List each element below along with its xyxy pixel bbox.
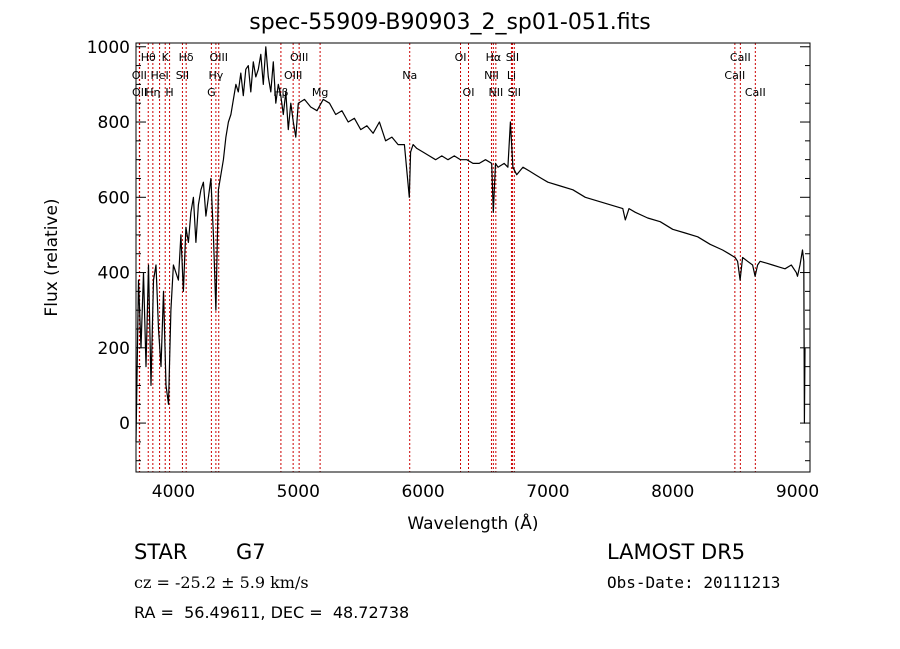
x-tick-label: 4000 — [152, 482, 195, 502]
marker-label: OIII — [290, 51, 308, 64]
marker-label: SII — [506, 51, 519, 64]
marker-label: Mg — [312, 86, 328, 99]
x-tick-label: 8000 — [651, 482, 694, 502]
marker-label: OI — [455, 51, 467, 64]
marker-label: G — [207, 86, 216, 99]
marker-label: CaII — [745, 86, 766, 99]
plot-frame — [135, 42, 811, 473]
marker-label: Hη — [145, 86, 160, 99]
observation-date: Obs-Date: 20111213 — [607, 573, 781, 592]
marker-label: NII — [484, 69, 499, 82]
marker-label: SII — [176, 69, 189, 82]
marker-label: Hδ — [179, 51, 194, 64]
x-tick-label: 5000 — [277, 482, 320, 502]
x-axis-label: Wavelength (Å) — [407, 512, 538, 534]
y-tick-label: 800 — [98, 113, 130, 133]
marker-label: H — [165, 86, 173, 99]
spectrum-series — [135, 46, 806, 442]
marker-label: Hγ — [208, 69, 223, 82]
chart-title: spec-55909-B90903_2_sp01-051.fits — [249, 10, 651, 35]
marker-label: K — [162, 51, 170, 64]
redshift-cz: cz = -25.2 ± 5.9 km/s — [134, 573, 309, 592]
marker-label: CaII — [724, 69, 745, 82]
survey-name: LAMOST DR5 — [607, 540, 746, 564]
line-marker-labels: Hθ K Hδ OIII OIII OI Hα SII CaII OII HeI SII Hγ OIII N… — [132, 51, 766, 99]
y-axis-label: Flux (relative) — [42, 198, 62, 316]
x-tick-label: 9000 — [776, 482, 819, 502]
marker-label: Hβ — [273, 86, 288, 99]
y-tick-label: 1000 — [87, 38, 130, 58]
marker-label: HeI — [150, 69, 168, 82]
y-tick-label: 600 — [98, 188, 130, 208]
marker-label: CaII — [730, 51, 751, 64]
y-tick-label: 400 — [98, 264, 130, 284]
y-tick-label: 0 — [119, 414, 130, 434]
x-tick-label: 6000 — [401, 482, 444, 502]
marker-label: Hθ — [141, 51, 156, 64]
marker-label: NII — [488, 86, 503, 99]
coordinates: RA = 56.49611, DEC = 48.72738 — [134, 603, 410, 622]
marker-label: Li — [507, 69, 516, 82]
spectrum-line — [135, 46, 806, 442]
marker-label: Hα — [486, 51, 502, 64]
marker-label: Na — [402, 69, 417, 82]
marker-label: OIII — [210, 51, 228, 64]
marker-label: OII — [132, 86, 147, 99]
x-tick-label: 7000 — [526, 482, 569, 502]
line-markers — [138, 43, 756, 472]
marker-label: OIII — [284, 69, 302, 82]
object-subclass: G7 — [236, 540, 266, 564]
marker-label: SII — [508, 86, 521, 99]
marker-label: OII — [132, 69, 147, 82]
axes: 4000 5000 6000 7000 8000 9000 0 200 400 600 800 100… — [42, 38, 819, 534]
object-class: STAR — [134, 540, 188, 564]
marker-label: OI — [463, 86, 475, 99]
y-tick-label: 200 — [98, 339, 130, 359]
